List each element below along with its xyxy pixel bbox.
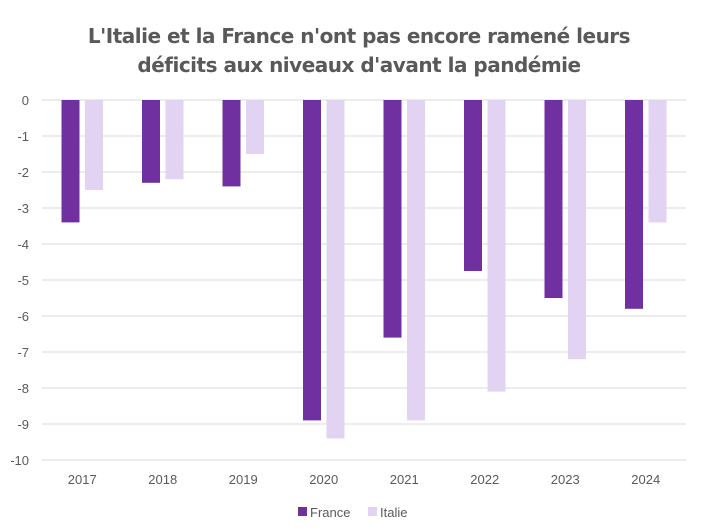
legend: France Italie (298, 505, 407, 520)
y-tick-label: -7 (17, 345, 29, 360)
chart-title-line-1: L'Italie et la France n'ont pas encore r… (87, 24, 631, 48)
y-tick-label: -6 (17, 309, 29, 324)
y-tick-label: -3 (17, 201, 29, 216)
x-tick-label: 2019 (229, 472, 258, 487)
gridlines (42, 99, 686, 461)
bar-italie-2019 (246, 100, 264, 154)
bar-italie-2023 (568, 100, 586, 360)
bar-france-2022 (464, 100, 482, 271)
bar-france-2024 (625, 100, 643, 309)
y-tick-label: -1 (17, 129, 29, 144)
bar-france-2020 (303, 100, 321, 421)
x-axis-ticks: 2017 2018 2019 2020 2021 2022 2023 2024 (68, 472, 660, 487)
y-tick-label: -8 (17, 381, 29, 396)
bar-italie-2024 (648, 100, 667, 223)
bar-france-2017 (61, 100, 80, 223)
y-tick-label: -9 (17, 417, 29, 432)
bar-italie-2020 (326, 100, 345, 439)
x-tick-label: 2017 (68, 472, 97, 487)
chart-title-line-2: déficits aux niveaux d'avant la pandémie (137, 53, 581, 77)
y-axis-ticks: 0 -1 -2 -3 -4 -5 -6 -7 -8 -9 -10 (10, 93, 29, 468)
y-tick-label: -5 (17, 273, 29, 288)
bar-italie-2018 (165, 100, 184, 180)
chart-title: L'Italie et la France n'ont pas encore r… (0, 22, 718, 80)
y-tick-label: 0 (22, 93, 29, 108)
x-tick-label: 2021 (390, 472, 419, 487)
x-tick-label: 2022 (470, 472, 499, 487)
legend-swatch-france (298, 507, 307, 516)
bar-italie-2017 (85, 100, 103, 190)
bar-france-2021 (383, 100, 402, 338)
x-tick-label: 2018 (148, 472, 177, 487)
x-tick-label: 2024 (631, 472, 660, 487)
y-tick-label: -4 (17, 237, 29, 252)
bar-france-2018 (142, 100, 160, 183)
bar-france-2023 (544, 100, 563, 298)
bar-france-2019 (222, 100, 241, 187)
y-tick-label: -10 (10, 453, 29, 468)
y-tick-label: -2 (17, 165, 29, 180)
x-tick-label: 2023 (551, 472, 580, 487)
bars (61, 100, 667, 439)
bar-italie-2022 (487, 100, 506, 392)
bar-italie-2021 (407, 100, 425, 421)
x-tick-label: 2020 (309, 472, 338, 487)
legend-label-italie: Italie (380, 505, 407, 520)
legend-label-france: France (310, 505, 350, 520)
legend-swatch-italie (368, 507, 377, 516)
